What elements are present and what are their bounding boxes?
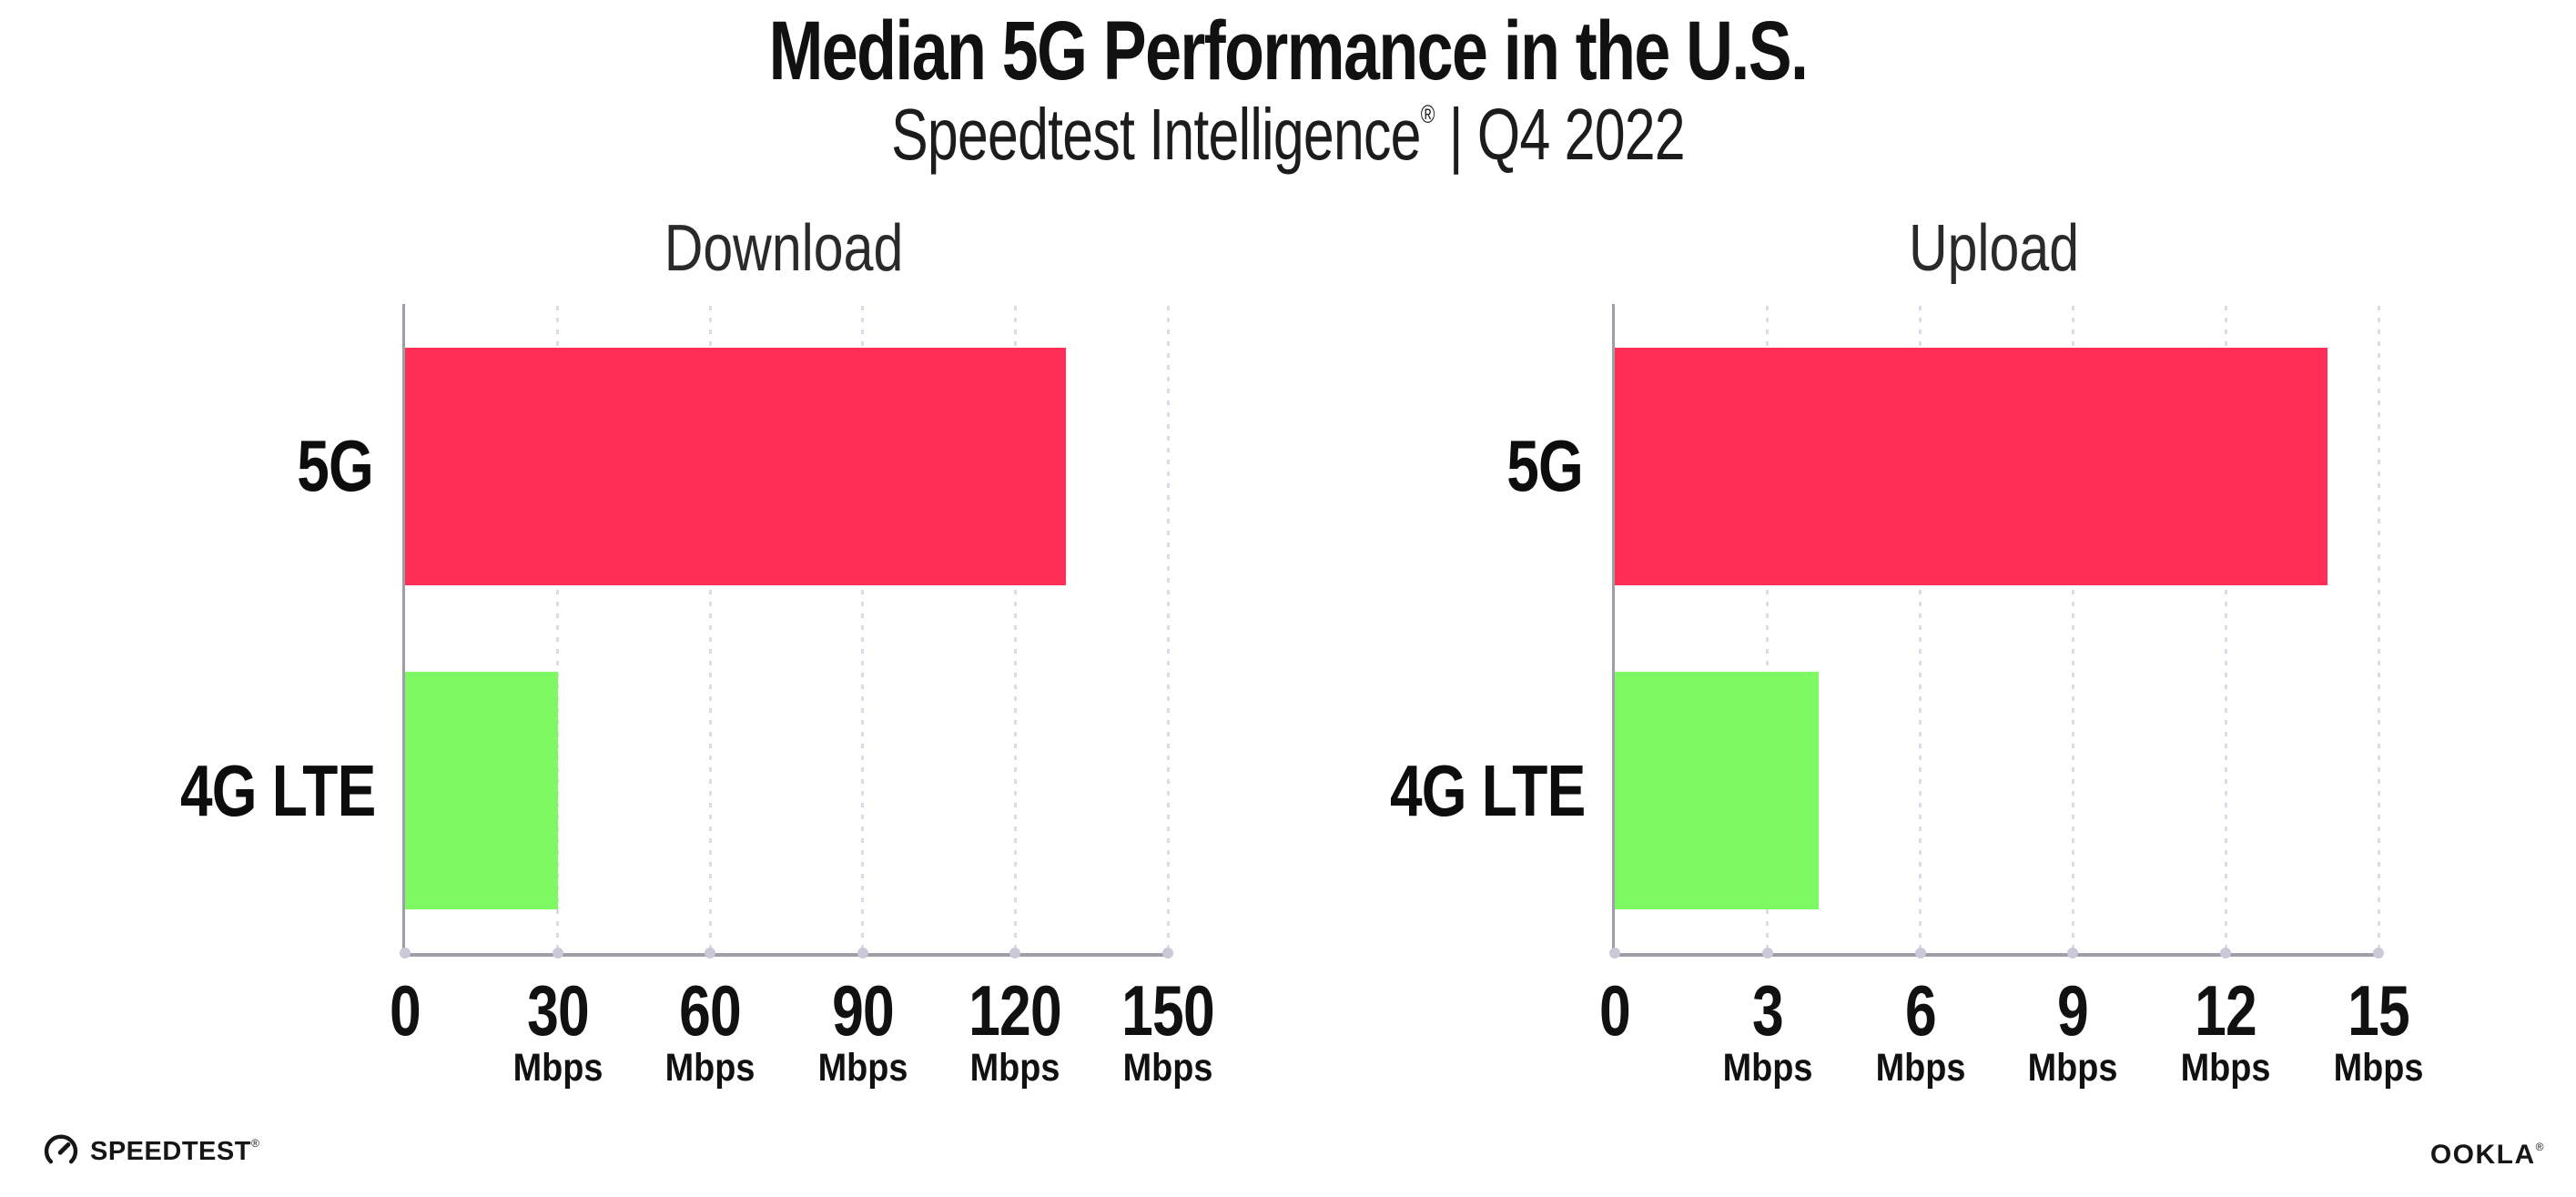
speedtest-registered-mark-icon: ® xyxy=(250,1136,260,1150)
subtitle-quarter: | Q4 2022 xyxy=(1434,94,1686,175)
x-tick-label: 0 xyxy=(390,970,421,1050)
axis-tick-dot xyxy=(1609,948,1620,959)
download-chart: Download 0 30 Mbps 60 Mbps 90 Mbps 120 Mbps 150 Mb… xyxy=(180,212,1215,1088)
x-tick-unit-label: Mbps xyxy=(2180,1046,2271,1090)
y-category-label: 5G xyxy=(1506,425,1584,507)
gridline xyxy=(556,306,560,953)
download-plot-area: 0 30 Mbps 60 Mbps 90 Mbps 120 Mbps 150 Mbps 5G 4G LT… xyxy=(180,304,1215,1088)
axis-tick-dot xyxy=(1761,948,1773,959)
subtitle-brand: Speedtest Intelligence xyxy=(891,94,1421,175)
x-tick-unit-label: Mbps xyxy=(512,1046,603,1090)
bar-5g xyxy=(405,347,1067,585)
x-tick-label: 120 xyxy=(969,970,1063,1050)
x-tick-unit-label: Mbps xyxy=(1122,1046,1213,1090)
x-tick-label: 15 xyxy=(2348,970,2410,1050)
gridline xyxy=(1013,306,1017,953)
page-title: Median 5G Performance in the U.S. xyxy=(768,5,1809,97)
upload-plot-area: 0 3 Mbps 6 Mbps 9 Mbps 12 Mbps 15 Mbps 5G 4G LTE xyxy=(1390,304,2423,1088)
x-tick-label: 0 xyxy=(1599,970,1631,1050)
axis-tick-dot xyxy=(552,948,563,959)
gridline xyxy=(2224,306,2227,953)
gridline xyxy=(1919,306,1922,953)
y-category-label: 5G xyxy=(297,425,374,507)
x-tick-label: 90 xyxy=(831,970,895,1050)
x-tick-unit-label: Mbps xyxy=(2333,1046,2424,1090)
axis-tick-dot xyxy=(1914,948,1926,959)
x-tick-unit-label: Mbps xyxy=(817,1046,908,1090)
axis-tick-dot xyxy=(400,948,411,959)
gridline xyxy=(708,306,712,953)
x-tick-label: 30 xyxy=(526,970,590,1050)
gridline xyxy=(1766,306,1770,953)
bar-4g-lte xyxy=(405,672,558,910)
ookla-logo: OOKLA® xyxy=(2430,1140,2545,1171)
gridline xyxy=(2377,306,2380,953)
gridline xyxy=(1166,306,1170,953)
speedtest-gauge-icon xyxy=(44,1134,78,1164)
x-tick-label: 60 xyxy=(679,970,742,1050)
y-category-label: 4G LTE xyxy=(1390,749,1586,831)
upload-chart: Upload 0 3 Mbps 6 Mbps 9 Mbps 12 Mbps 15 Mbps 5G 4G … xyxy=(1390,212,2423,1088)
speedtest-logo: SPEEDTEST® xyxy=(42,1132,259,1171)
axis-tick-dot xyxy=(2220,948,2232,959)
x-tick-unit-label: Mbps xyxy=(1722,1046,1813,1090)
axis-tick-dot xyxy=(2373,948,2384,959)
axis-tick-dot xyxy=(1162,948,1173,959)
axis-tick-dot xyxy=(705,948,716,959)
x-tick-label: 9 xyxy=(2057,970,2089,1050)
bar-5g xyxy=(1615,347,2328,585)
ookla-registered-mark-icon: ® xyxy=(2535,1141,2545,1153)
gridline xyxy=(861,306,865,953)
x-tick-unit-label: Mbps xyxy=(2027,1046,2118,1090)
axis-tick-dot xyxy=(857,948,868,959)
x-tick-unit-label: Mbps xyxy=(1875,1046,1965,1090)
y-category-label: 4G LTE xyxy=(180,749,376,831)
axis-tick-dot xyxy=(1009,948,1021,959)
page-subtitle: Speedtest Intelligence® | Q4 2022 xyxy=(309,93,2267,177)
x-tick-label: 3 xyxy=(1751,970,1784,1050)
x-tick-label: 6 xyxy=(1904,970,1937,1050)
x-tick-label: 150 xyxy=(1121,970,1215,1050)
upload-chart-title: Upload xyxy=(1908,212,2080,285)
download-chart-title: Download xyxy=(664,212,904,285)
x-tick-unit-label: Mbps xyxy=(969,1046,1060,1090)
gridline xyxy=(2071,306,2074,953)
ookla-wordmark: OOKLA xyxy=(2429,1140,2536,1170)
registered-trademark-icon: ® xyxy=(1420,100,1435,128)
speedtest-wordmark: SPEEDTEST® xyxy=(90,1136,260,1166)
x-tick-label: 12 xyxy=(2195,970,2257,1050)
x-tick-unit-label: Mbps xyxy=(664,1046,756,1090)
bar-4g-lte xyxy=(1615,672,1819,910)
axis-tick-dot xyxy=(2067,948,2079,959)
